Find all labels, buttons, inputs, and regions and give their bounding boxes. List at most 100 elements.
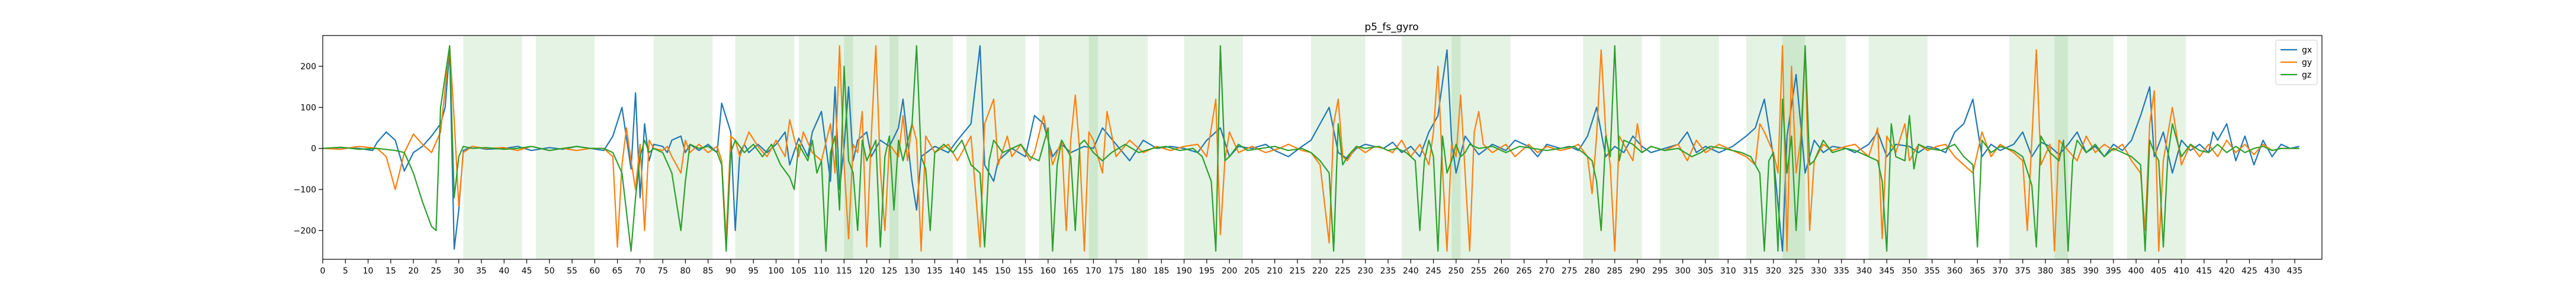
x-tick-label: 105 [791, 266, 807, 276]
x-tick-label: 275 [1562, 266, 1578, 276]
x-tick-label: 205 [1244, 266, 1260, 276]
x-tick-label: 220 [1312, 266, 1328, 276]
x-tick-label: 335 [1833, 266, 1849, 276]
x-tick-label: 310 [1720, 266, 1736, 276]
x-tick-label: 385 [2060, 266, 2076, 276]
x-tick-label: 185 [1154, 266, 1170, 276]
x-tick-label: 20 [408, 266, 419, 276]
x-tick-label: 355 [1924, 266, 1940, 276]
x-tick-label: 240 [1403, 266, 1419, 276]
shaded-regions [463, 36, 2186, 259]
x-tick-label: 325 [1788, 266, 1804, 276]
x-tick-label: 120 [859, 266, 875, 276]
x-tick-label: 350 [1902, 266, 1917, 276]
x-tick-label: 175 [1108, 266, 1124, 276]
x-tick-label: 90 [725, 266, 736, 276]
x-tick-label: 50 [544, 266, 555, 276]
plot-lines [322, 45, 2299, 252]
y-axis: −200 −100 0 100 200 [294, 62, 323, 236]
x-tick-label: 410 [2173, 266, 2189, 276]
x-tick-label: 290 [1630, 266, 1646, 276]
y-tick-label: −100 [294, 185, 316, 195]
x-tick-label: 425 [2241, 266, 2257, 276]
x-tick-label: 160 [1040, 266, 1056, 276]
chart-title: p5_fs_gyro [1364, 21, 1418, 33]
x-tick-label: 75 [657, 266, 668, 276]
x-tick-label: 60 [589, 266, 600, 276]
x-tick-label: 405 [2151, 266, 2167, 276]
legend-label-gz: gz [2302, 70, 2311, 80]
x-tick-label: 70 [635, 266, 645, 276]
x-tick-label: 265 [1516, 266, 1532, 276]
x-tick-label: 65 [612, 266, 623, 276]
x-tick-label: 420 [2219, 266, 2235, 276]
x-tick-label: 430 [2264, 266, 2280, 276]
legend-label-gx: gx [2302, 46, 2312, 55]
x-tick-label: 180 [1131, 266, 1147, 276]
x-tick-label: 415 [2196, 266, 2212, 276]
x-tick-label: 315 [1743, 266, 1759, 276]
x-tick-label: 230 [1357, 266, 1373, 276]
x-tick-label: 150 [995, 266, 1011, 276]
x-tick-label: 125 [882, 266, 898, 276]
x-tick-label: 360 [1947, 266, 1963, 276]
x-tick-label: 285 [1607, 266, 1623, 276]
x-axis: 0 5 10 15 20 25 30 35 40 45 50 55 60 65 70 75 80 85 90 95 10… [320, 259, 2303, 276]
x-tick-label: 435 [2287, 266, 2303, 276]
x-tick-label: 210 [1267, 266, 1283, 276]
x-tick-label: 55 [567, 266, 577, 276]
x-tick-label: 250 [1448, 266, 1464, 276]
x-tick-label: 300 [1675, 266, 1691, 276]
x-tick-label: 145 [972, 266, 988, 276]
series-line-gz [322, 45, 2299, 252]
x-tick-label: 5 [343, 266, 348, 276]
series-line-gx [322, 45, 2299, 252]
x-tick-label: 235 [1380, 266, 1396, 276]
x-tick-label: 260 [1493, 266, 1509, 276]
x-tick-label: 295 [1652, 266, 1668, 276]
x-tick-label: 245 [1425, 266, 1441, 276]
x-tick-label: 330 [1811, 266, 1827, 276]
x-tick-label: 165 [1063, 266, 1079, 276]
x-tick-label: 10 [363, 266, 374, 276]
x-tick-label: 190 [1176, 266, 1192, 276]
x-tick-label: 35 [476, 266, 487, 276]
x-tick-label: 15 [386, 266, 396, 276]
y-tick-label: 100 [300, 103, 316, 112]
x-tick-label: 390 [2083, 266, 2099, 276]
x-tick-label: 365 [1970, 266, 1986, 276]
x-tick-label: 110 [814, 266, 830, 276]
x-tick-label: 25 [431, 266, 441, 276]
x-tick-label: 95 [748, 266, 759, 276]
x-tick-label: 395 [2105, 266, 2121, 276]
x-tick-label: 370 [1992, 266, 2008, 276]
x-tick-label: 155 [1017, 266, 1033, 276]
plot-frame [322, 35, 2323, 260]
x-tick-label: 280 [1584, 266, 1600, 276]
x-tick-label: 200 [1222, 266, 1238, 276]
series-line-gy [322, 45, 2299, 252]
x-tick-label: 255 [1471, 266, 1487, 276]
y-tick-label: 200 [300, 62, 316, 72]
x-tick-label: 380 [2038, 266, 2054, 276]
x-tick-label: 345 [1879, 266, 1895, 276]
x-tick-label: 100 [768, 266, 784, 276]
x-tick-label: 30 [454, 266, 464, 276]
x-tick-label: 45 [522, 266, 532, 276]
x-tick-label: 215 [1290, 266, 1306, 276]
shaded-region [1583, 36, 1642, 259]
x-tick-label: 0 [320, 266, 326, 276]
x-tick-label: 80 [680, 266, 691, 276]
x-tick-label: 40 [499, 266, 509, 276]
shaded-region [735, 36, 795, 259]
y-tick-label: 0 [311, 144, 316, 154]
x-tick-label: 135 [927, 266, 943, 276]
x-tick-label: 115 [836, 266, 852, 276]
x-tick-label: 170 [1085, 266, 1101, 276]
x-tick-label: 195 [1199, 266, 1215, 276]
x-tick-label: 340 [1856, 266, 1872, 276]
x-tick-label: 320 [1765, 266, 1781, 276]
x-tick-label: 225 [1335, 266, 1351, 276]
x-tick-label: 140 [949, 266, 965, 276]
